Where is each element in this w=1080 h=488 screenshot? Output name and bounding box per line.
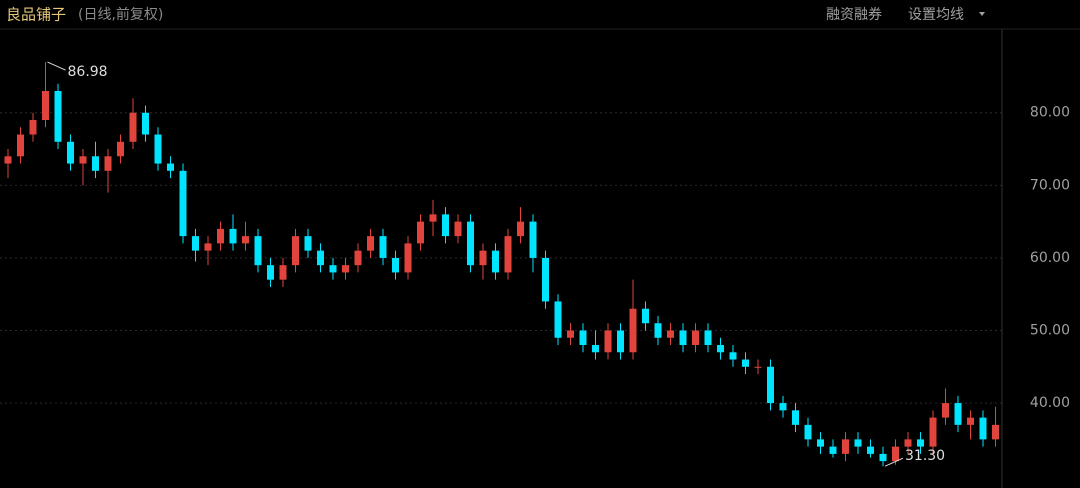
y-tick-label: 40.00 [1030, 395, 1070, 411]
candle-body [529, 221, 537, 258]
candle-body [254, 236, 262, 266]
candle-body [504, 236, 512, 273]
candle-body [317, 250, 324, 266]
candle-body [329, 265, 337, 273]
candle-body [104, 156, 112, 171]
candle-body [579, 330, 587, 346]
candle-body [404, 243, 412, 273]
candle-body [979, 417, 987, 440]
candle-body [729, 352, 737, 360]
candle-body [629, 308, 637, 353]
y-tick-label: 60.00 [1030, 250, 1070, 266]
candle-body [767, 366, 774, 404]
candle-body [829, 446, 837, 454]
candle-body [904, 439, 912, 447]
candle-body [142, 112, 149, 135]
candle-body [342, 265, 349, 273]
candle-body [492, 250, 499, 273]
candle-body [304, 236, 312, 251]
candle-body [417, 221, 424, 244]
candle-body [129, 112, 137, 142]
candle-body [779, 403, 787, 411]
min-label: 31.30 [905, 448, 945, 464]
candle-body [842, 439, 849, 454]
min-arrow [884, 457, 904, 467]
candle-body [467, 221, 474, 266]
candle-body [179, 170, 187, 237]
candle-body [954, 403, 962, 425]
candle-body [242, 236, 249, 244]
max-label: 86.98 [68, 64, 108, 80]
candle-body [792, 410, 799, 425]
chart-mode: (日线,前复权) [78, 6, 163, 23]
margin-button[interactable]: 融资融券 [826, 7, 882, 23]
candle-body [17, 134, 24, 157]
candle-body [367, 236, 374, 251]
candle-body [717, 345, 724, 353]
candle-body [117, 141, 124, 157]
dropdown-arrow [979, 12, 985, 16]
candle-body [42, 90, 49, 121]
candle-body [592, 345, 599, 353]
candle-body [542, 257, 549, 302]
candle-body [454, 221, 462, 237]
candle-body [4, 156, 12, 164]
candle-body [567, 330, 574, 338]
candle-body [654, 323, 662, 338]
candle-body [379, 236, 387, 258]
candle-body [154, 134, 162, 164]
candle-body [879, 453, 887, 462]
candle-body [967, 417, 974, 425]
candle-body [292, 236, 299, 266]
y-tick-label: 80.00 [1030, 105, 1070, 121]
candle-body [167, 163, 174, 171]
candle-body [867, 446, 874, 454]
candle-body [67, 141, 74, 164]
candle-body [517, 221, 524, 237]
candle-body [917, 439, 924, 447]
candle-body [942, 403, 949, 418]
candle-body [992, 424, 999, 440]
candle-body [892, 446, 899, 462]
candle-body [479, 250, 487, 266]
y-tick-label: 70.00 [1030, 177, 1070, 193]
candle-body [29, 120, 37, 135]
candle-body [854, 439, 862, 447]
candle-body [92, 156, 99, 171]
candle-body [192, 236, 199, 251]
max-arrow [47, 61, 66, 71]
candle-body [229, 228, 237, 244]
candle-body [554, 301, 562, 338]
candle-body [667, 330, 674, 338]
candle-body [617, 330, 624, 353]
ma-settings-button[interactable]: 设置均线 [908, 7, 964, 23]
candle-body [279, 265, 287, 280]
candle-body [54, 90, 62, 142]
stock-name: 良品铺子 [6, 6, 66, 24]
candle-body [442, 214, 449, 237]
candle-body [704, 330, 712, 346]
candle-body [642, 308, 649, 324]
candle-body [204, 243, 212, 251]
candle-body [804, 424, 812, 440]
candle-body [217, 228, 224, 244]
candle-body [817, 439, 824, 447]
candle-body [354, 250, 362, 266]
candle-body [604, 330, 612, 353]
y-tick-label: 50.00 [1030, 322, 1070, 338]
candle-body [267, 265, 274, 280]
candle-body [929, 417, 937, 447]
candle-body [679, 330, 687, 346]
candle-body [692, 330, 699, 346]
candle-body [392, 257, 399, 273]
candle-body [429, 214, 437, 222]
candle-body [754, 366, 762, 368]
candle-body [742, 359, 749, 367]
candle-body [79, 156, 87, 164]
